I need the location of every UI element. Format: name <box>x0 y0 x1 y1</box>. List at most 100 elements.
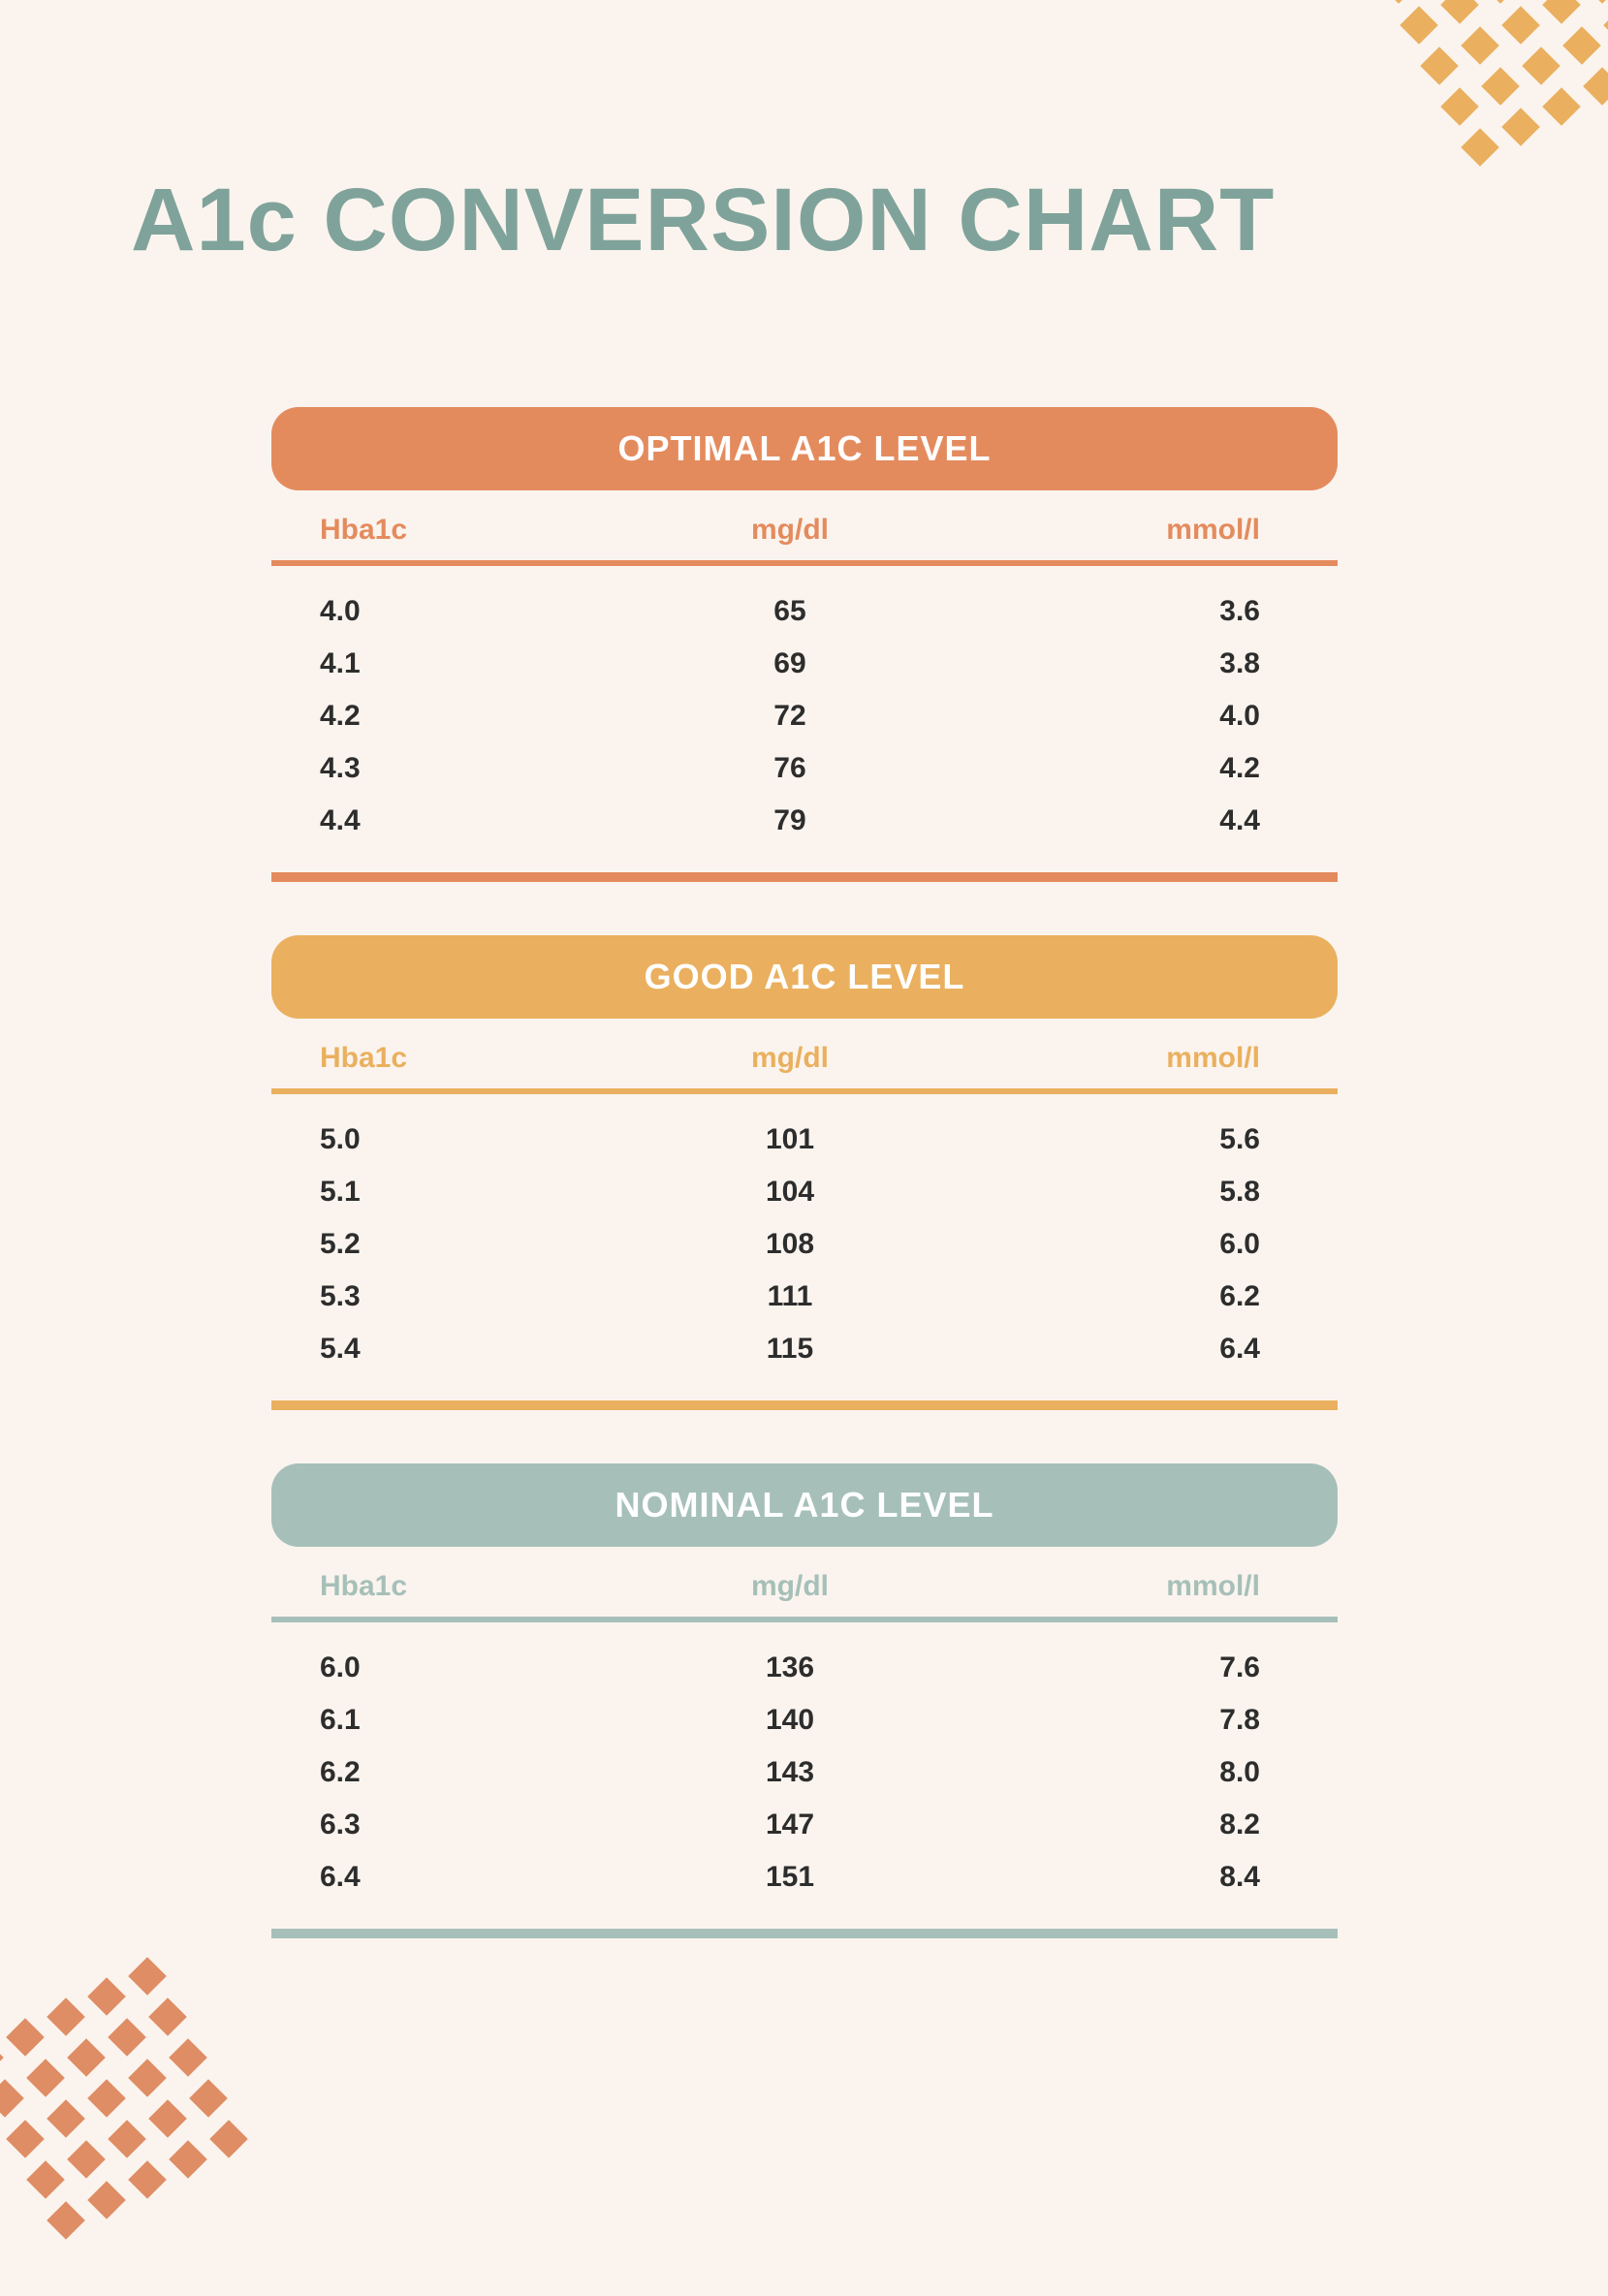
diamond-icon <box>0 2038 4 2077</box>
diamond-icon <box>128 2059 167 2097</box>
section-1: GOOD A1C LEVELHba1cmg/dlmmol/l5.01015.65… <box>271 935 1338 1410</box>
column-header: mmol/l <box>947 1570 1338 1603</box>
table-cell: 76 <box>633 752 946 785</box>
table-cell: 65 <box>633 595 946 628</box>
diamond-icon <box>0 2079 24 2118</box>
diamond-icon <box>1481 67 1520 106</box>
decoration-bottom-left <box>0 2044 223 2296</box>
data-rows: 5.01015.65.11045.85.21086.05.31116.25.41… <box>271 1094 1338 1395</box>
table-cell: 3.6 <box>947 595 1338 628</box>
section-2: NOMINAL A1C LEVELHba1cmg/dlmmol/l6.01367… <box>271 1463 1338 1938</box>
column-headers: Hba1cmg/dlmmol/l <box>271 1036 1338 1088</box>
diamond-icon <box>189 2079 228 2118</box>
table-cell: 79 <box>633 804 946 837</box>
diamond-icon <box>1440 87 1479 126</box>
column-headers: Hba1cmg/dlmmol/l <box>271 508 1338 560</box>
diamond-icon <box>1461 26 1499 65</box>
table-cell: 4.2 <box>271 700 633 733</box>
table-cell: 151 <box>633 1861 946 1894</box>
table-row: 5.11045.8 <box>271 1166 1338 1218</box>
column-header: Hba1c <box>271 1570 633 1603</box>
tables-container: OPTIMAL A1C LEVELHba1cmg/dlmmol/l4.0653.… <box>271 407 1338 1992</box>
table-cell: 4.0 <box>271 595 633 628</box>
table-cell: 140 <box>633 1704 946 1737</box>
diamond-icon <box>1542 0 1581 24</box>
diamond-icon <box>1501 108 1540 146</box>
diamond-icon <box>47 1997 85 2036</box>
table-row: 6.21438.0 <box>271 1746 1338 1799</box>
table-row: 5.41156.4 <box>271 1323 1338 1375</box>
table-cell: 6.3 <box>271 1808 633 1841</box>
diamond-icon <box>67 2038 106 2077</box>
table-cell: 7.6 <box>947 1651 1338 1684</box>
table-cell: 6.2 <box>947 1280 1338 1313</box>
table-row: 4.3764.2 <box>271 742 1338 795</box>
column-header: mg/dl <box>633 1042 946 1075</box>
table-row: 5.31116.2 <box>271 1271 1338 1323</box>
diamond-icon <box>1400 6 1438 45</box>
table-cell: 5.4 <box>271 1333 633 1366</box>
table-cell: 8.2 <box>947 1808 1338 1841</box>
table-cell: 8.0 <box>947 1756 1338 1789</box>
table-row: 4.0653.6 <box>271 585 1338 638</box>
diamond-icon <box>128 1957 167 1996</box>
diamond-icon <box>1481 0 1520 4</box>
column-headers: Hba1cmg/dlmmol/l <box>271 1564 1338 1617</box>
table-cell: 115 <box>633 1333 946 1366</box>
diamond-icon <box>26 2160 65 2199</box>
diamond-icon <box>148 1997 187 2036</box>
diamond-icon <box>6 2018 45 2057</box>
table-row: 5.21086.0 <box>271 1218 1338 1271</box>
page-title: A1c CONVERSION CHART <box>131 170 1275 271</box>
diamond-icon <box>1440 0 1479 24</box>
data-rows: 4.0653.64.1693.84.2724.04.3764.24.4794.4 <box>271 566 1338 866</box>
table-row: 4.1693.8 <box>271 638 1338 690</box>
diamond-icon <box>108 2120 146 2158</box>
diamond-icon <box>148 2099 187 2138</box>
table-row: 4.4794.4 <box>271 795 1338 847</box>
table-cell: 8.4 <box>947 1861 1338 1894</box>
diamond-icon <box>1542 87 1581 126</box>
diamond-icon <box>1501 6 1540 45</box>
table-cell: 5.1 <box>271 1176 633 1209</box>
column-header: mmol/l <box>947 514 1338 547</box>
column-header: mg/dl <box>633 514 946 547</box>
diamond-icon <box>47 2201 85 2240</box>
diamond-icon <box>1603 6 1608 45</box>
table-cell: 3.8 <box>947 647 1338 680</box>
column-header: mmol/l <box>947 1042 1338 1075</box>
diamond-icon <box>1583 0 1608 4</box>
bottom-rule <box>271 1929 1338 1938</box>
diamond-icon <box>47 2099 85 2138</box>
diamond-icon <box>209 2120 248 2158</box>
table-cell: 6.1 <box>271 1704 633 1737</box>
section-header: NOMINAL A1C LEVEL <box>271 1463 1338 1547</box>
table-cell: 69 <box>633 647 946 680</box>
table-cell: 4.2 <box>947 752 1338 785</box>
diamond-icon <box>26 2059 65 2097</box>
diamond-icon <box>1583 67 1608 106</box>
column-header: Hba1c <box>271 1042 633 1075</box>
table-row: 6.11407.8 <box>271 1694 1338 1746</box>
section-header: GOOD A1C LEVEL <box>271 935 1338 1019</box>
section-header: OPTIMAL A1C LEVEL <box>271 407 1338 490</box>
table-cell: 5.8 <box>947 1176 1338 1209</box>
table-cell: 111 <box>633 1280 946 1313</box>
table-cell: 5.6 <box>947 1123 1338 1156</box>
section-0: OPTIMAL A1C LEVEL Hba1cmg/dlmmol/l 4.0653.… <box>271 407 1338 882</box>
table-cell: 6.0 <box>271 1651 633 1684</box>
diamond-icon <box>169 2038 207 2077</box>
diamond-icon <box>128 2160 167 2199</box>
table-cell: 6.2 <box>271 1756 633 1789</box>
table-cell: 5.3 <box>271 1280 633 1313</box>
table-row: 6.31478.2 <box>271 1799 1338 1851</box>
diamond-icon <box>87 1977 126 2016</box>
diamond-icon <box>1379 0 1418 4</box>
bottom-rule <box>271 1400 1338 1410</box>
table-cell: 4.4 <box>271 804 633 837</box>
table-cell: 6.0 <box>947 1228 1338 1261</box>
diamond-icon <box>87 2079 126 2118</box>
diamond-icon <box>67 2140 106 2179</box>
diamond-icon <box>1461 128 1499 167</box>
table-row: 5.01015.6 <box>271 1114 1338 1166</box>
